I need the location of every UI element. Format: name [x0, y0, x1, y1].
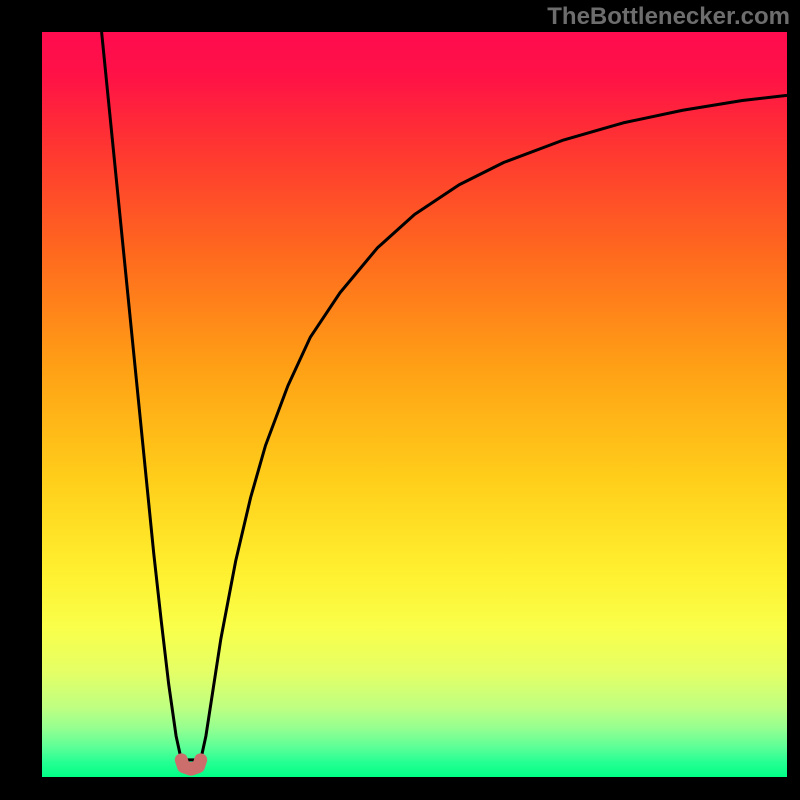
watermark-text: TheBottlenecker.com: [547, 3, 790, 31]
plot-area: [42, 32, 787, 777]
chart-container: { "canvas": { "width": 800, "height": 80…: [0, 0, 800, 800]
gradient-background: [42, 32, 787, 777]
